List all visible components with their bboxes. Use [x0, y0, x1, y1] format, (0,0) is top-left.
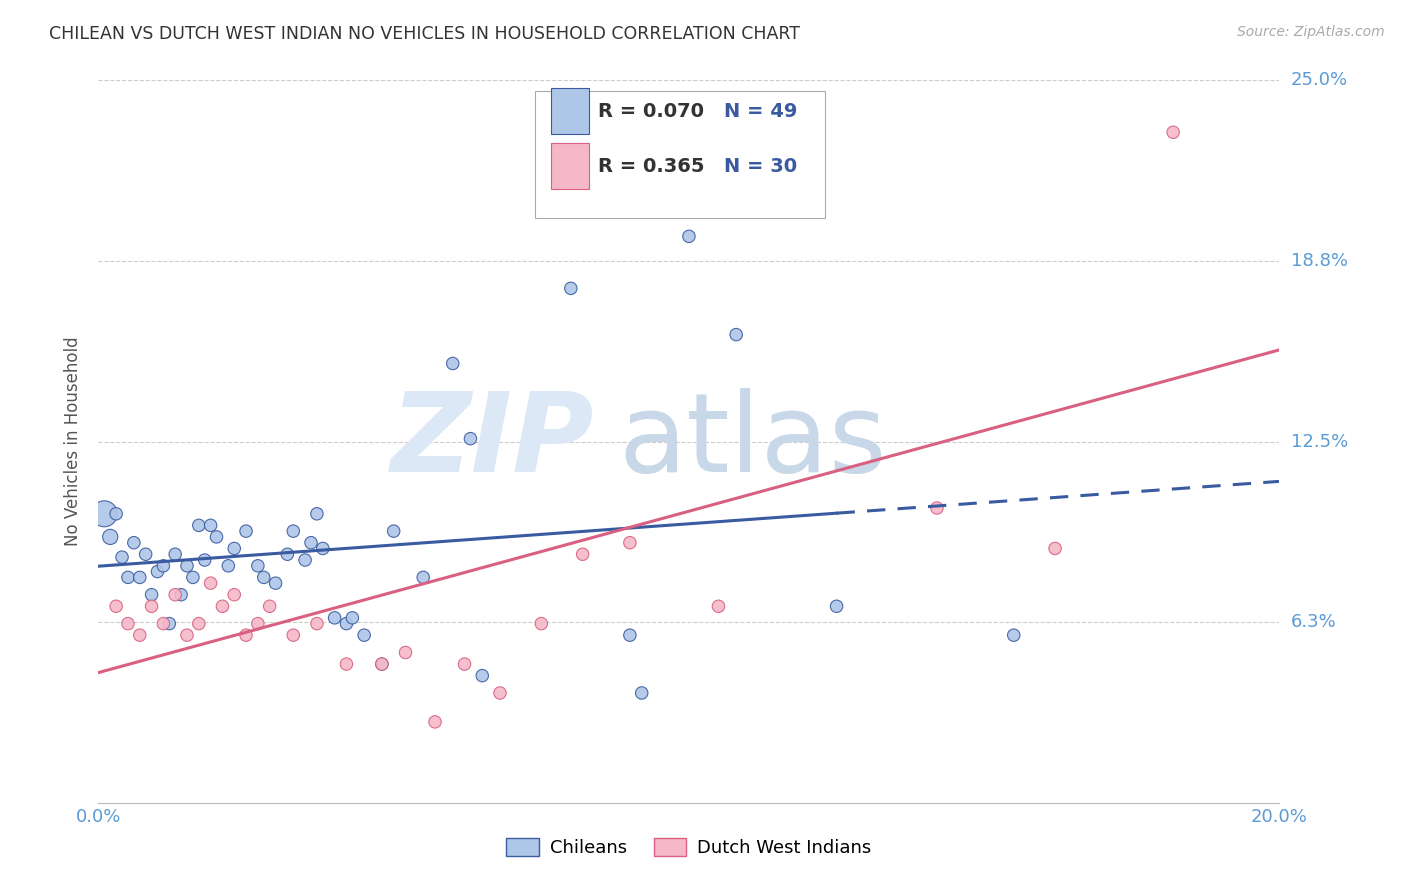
- Point: [342, 611, 364, 625]
- Point: [382, 524, 405, 538]
- Point: [128, 570, 150, 584]
- Text: Source: ZipAtlas.com: Source: ZipAtlas.com: [1237, 25, 1385, 39]
- Point: [165, 588, 187, 602]
- Point: [335, 616, 357, 631]
- FancyBboxPatch shape: [551, 143, 589, 189]
- Point: [117, 616, 139, 631]
- Point: [283, 524, 305, 538]
- Point: [925, 501, 948, 516]
- Point: [471, 668, 494, 682]
- Point: [165, 547, 187, 561]
- Point: [264, 576, 287, 591]
- Point: [111, 550, 134, 565]
- Point: [205, 530, 228, 544]
- Point: [152, 616, 174, 631]
- Point: [335, 657, 357, 671]
- Point: [441, 357, 464, 371]
- Point: [122, 535, 145, 549]
- Point: [211, 599, 233, 614]
- Point: [246, 616, 269, 631]
- Point: [276, 547, 298, 561]
- Point: [146, 565, 169, 579]
- Point: [105, 599, 128, 614]
- Text: 18.8%: 18.8%: [1291, 252, 1347, 270]
- Point: [453, 657, 475, 671]
- Point: [489, 686, 512, 700]
- Point: [825, 599, 848, 614]
- Point: [312, 541, 335, 556]
- Point: [630, 686, 652, 700]
- Point: [323, 611, 346, 625]
- Text: 12.5%: 12.5%: [1291, 433, 1348, 450]
- Point: [283, 628, 305, 642]
- Point: [259, 599, 281, 614]
- Point: [187, 616, 209, 631]
- Point: [371, 657, 394, 671]
- Point: [305, 507, 328, 521]
- Point: [305, 616, 328, 631]
- Point: [157, 616, 180, 631]
- Point: [423, 714, 446, 729]
- Point: [187, 518, 209, 533]
- Point: [560, 281, 582, 295]
- Text: N = 30: N = 30: [724, 156, 797, 176]
- Point: [394, 646, 416, 660]
- Point: [707, 599, 730, 614]
- Point: [98, 530, 121, 544]
- Point: [200, 518, 222, 533]
- Text: ZIP: ZIP: [391, 388, 595, 495]
- Point: [619, 535, 641, 549]
- Point: [1002, 628, 1025, 642]
- Point: [299, 535, 322, 549]
- Point: [725, 327, 748, 342]
- Point: [141, 588, 163, 602]
- Point: [294, 553, 316, 567]
- Text: R = 0.070: R = 0.070: [598, 102, 704, 120]
- Point: [200, 576, 222, 591]
- Point: [530, 616, 553, 631]
- Point: [1043, 541, 1066, 556]
- Point: [246, 558, 269, 573]
- Point: [371, 657, 394, 671]
- Point: [678, 229, 700, 244]
- Point: [141, 599, 163, 614]
- Legend: Chileans, Dutch West Indians: Chileans, Dutch West Indians: [498, 829, 880, 866]
- Point: [176, 558, 198, 573]
- Point: [224, 541, 246, 556]
- Point: [235, 524, 257, 538]
- Point: [217, 558, 239, 573]
- Point: [253, 570, 276, 584]
- Point: [128, 628, 150, 642]
- Point: [224, 588, 246, 602]
- Point: [170, 588, 193, 602]
- Point: [619, 628, 641, 642]
- Point: [181, 570, 204, 584]
- Point: [176, 628, 198, 642]
- Text: R = 0.365: R = 0.365: [598, 156, 704, 176]
- Point: [748, 201, 770, 215]
- Point: [353, 628, 375, 642]
- Point: [412, 570, 434, 584]
- Point: [105, 507, 128, 521]
- FancyBboxPatch shape: [551, 88, 589, 135]
- Point: [194, 553, 217, 567]
- Text: 25.0%: 25.0%: [1291, 71, 1348, 89]
- Text: CHILEAN VS DUTCH WEST INDIAN NO VEHICLES IN HOUSEHOLD CORRELATION CHART: CHILEAN VS DUTCH WEST INDIAN NO VEHICLES…: [49, 25, 800, 43]
- Point: [135, 547, 157, 561]
- Point: [460, 432, 482, 446]
- Point: [1161, 125, 1184, 139]
- Text: 6.3%: 6.3%: [1291, 613, 1336, 632]
- Point: [152, 558, 174, 573]
- Point: [93, 507, 115, 521]
- Y-axis label: No Vehicles in Household: No Vehicles in Household: [65, 336, 83, 547]
- Point: [117, 570, 139, 584]
- Point: [571, 547, 593, 561]
- Text: N = 49: N = 49: [724, 102, 797, 120]
- FancyBboxPatch shape: [536, 91, 825, 218]
- Text: atlas: atlas: [619, 388, 887, 495]
- Point: [235, 628, 257, 642]
